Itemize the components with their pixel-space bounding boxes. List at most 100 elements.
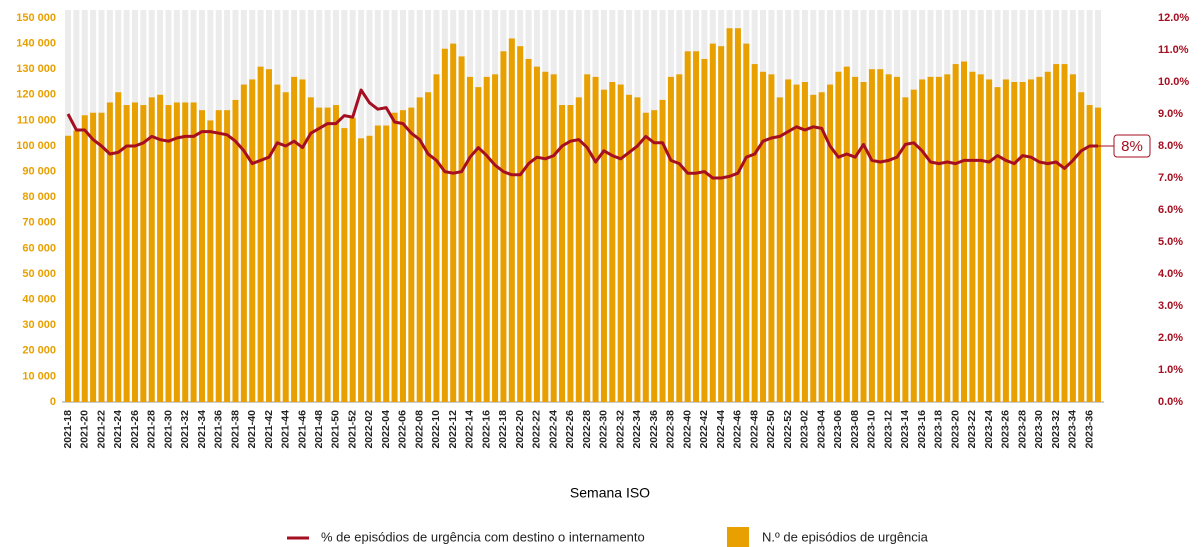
x-tick-label: 2021-30 (162, 410, 174, 449)
bar (458, 56, 465, 403)
x-tick-label: 2023-08 (849, 410, 861, 449)
bar (1086, 105, 1093, 402)
bar (835, 71, 842, 402)
x-tick-label: 2021-18 (62, 410, 74, 449)
bar (416, 97, 423, 403)
x-tick-label: 2023-06 (832, 410, 844, 449)
bar (517, 46, 524, 402)
x-tick-label: 2023-10 (866, 410, 878, 449)
x-tick-label: 2022-32 (614, 410, 626, 449)
bar (307, 97, 314, 403)
x-tick-label: 2022-20 (514, 410, 526, 449)
bar (1095, 107, 1101, 402)
x-tick-label: 2023-20 (949, 410, 961, 449)
x-tick-label: 2023-28 (1016, 410, 1028, 449)
bar (207, 120, 214, 403)
bar (659, 99, 666, 403)
bar (291, 76, 298, 402)
annotation: 8% (1121, 138, 1143, 155)
y2-tick-label: 10.0% (1158, 76, 1189, 88)
bar (257, 66, 264, 402)
bar (399, 110, 406, 402)
bar (776, 97, 783, 403)
x-tick-label: 2023-04 (815, 410, 827, 449)
bar (358, 138, 365, 402)
x-tick-label: 2022-50 (765, 410, 777, 449)
x-tick-label: 2021-24 (112, 410, 124, 449)
x-tick-label: 2022-22 (531, 410, 543, 449)
y-tick-label: 140 000 (16, 38, 56, 50)
bar (525, 58, 532, 403)
bar (1061, 64, 1068, 402)
x-tick-label: 2023-12 (882, 410, 894, 449)
bar (684, 51, 691, 402)
bar (734, 28, 741, 403)
bar (115, 92, 122, 403)
y-tick-label: 30 000 (22, 319, 56, 331)
bar (148, 97, 155, 403)
bar (902, 97, 909, 403)
y-tick-label: 60 000 (22, 242, 56, 254)
bar (65, 135, 71, 402)
bar (600, 89, 607, 403)
line (66, 88, 1098, 180)
bar (642, 112, 649, 402)
y2-tick-label: 6.0% (1158, 204, 1183, 216)
bar (173, 102, 180, 402)
bar (667, 76, 674, 402)
x-tick-label: 2022-40 (681, 410, 693, 449)
y-tick-label: 0 (50, 396, 56, 408)
y2-tick-label: 1.0% (1158, 364, 1183, 376)
bar (316, 107, 323, 402)
bar (1044, 71, 1051, 402)
bar (818, 92, 825, 403)
y2-tick-label: 12.0% (1158, 12, 1189, 24)
x-tick-label: 2023-14 (899, 410, 911, 449)
x-tick-label: 2022-42 (698, 410, 710, 449)
y-tick-label: 150 000 (16, 12, 56, 24)
bar (1019, 82, 1026, 402)
x-tick-label: 2022-12 (447, 410, 459, 449)
x-tick-label: 2021-44 (280, 410, 292, 449)
y-tick-label: 100 000 (16, 140, 56, 152)
bar (182, 102, 189, 402)
bar (81, 115, 88, 402)
bar (500, 51, 507, 402)
bar (240, 84, 247, 402)
bar (123, 105, 130, 402)
bar (1078, 92, 1085, 403)
bar (349, 117, 356, 402)
bar (90, 112, 97, 402)
bar (106, 102, 113, 402)
x-tick-label: 2022-14 (464, 410, 476, 449)
bar (1069, 74, 1076, 402)
bar (651, 110, 658, 402)
x-tick-label: 2021-50 (330, 410, 342, 449)
x-tick-label: 2023-18 (933, 410, 945, 449)
bar (282, 92, 289, 403)
bar (793, 84, 800, 402)
bar (743, 43, 750, 402)
x-tick-label: 2022-26 (564, 410, 576, 449)
legend-label: % de episódios de urgência com destino o… (321, 529, 645, 544)
x-tick-label: 2021-32 (179, 410, 191, 449)
bar (140, 105, 147, 402)
y-tick-label: 80 000 (22, 191, 56, 203)
y2-tick-label: 5.0% (1158, 236, 1183, 248)
bar (391, 112, 398, 402)
bar (157, 94, 164, 403)
bar (466, 76, 473, 402)
bar (332, 105, 339, 402)
y-tick-label: 20 000 (22, 345, 56, 357)
x-tick-label: 2022-02 (363, 410, 375, 449)
bar (969, 71, 976, 402)
bar (433, 74, 440, 402)
bar (1002, 79, 1009, 402)
bar (693, 51, 700, 402)
bar (341, 128, 348, 402)
bar (508, 38, 515, 402)
bar (626, 94, 633, 403)
x-tick-label: 2021-26 (129, 410, 141, 449)
bar (198, 110, 205, 402)
bar (265, 69, 272, 402)
